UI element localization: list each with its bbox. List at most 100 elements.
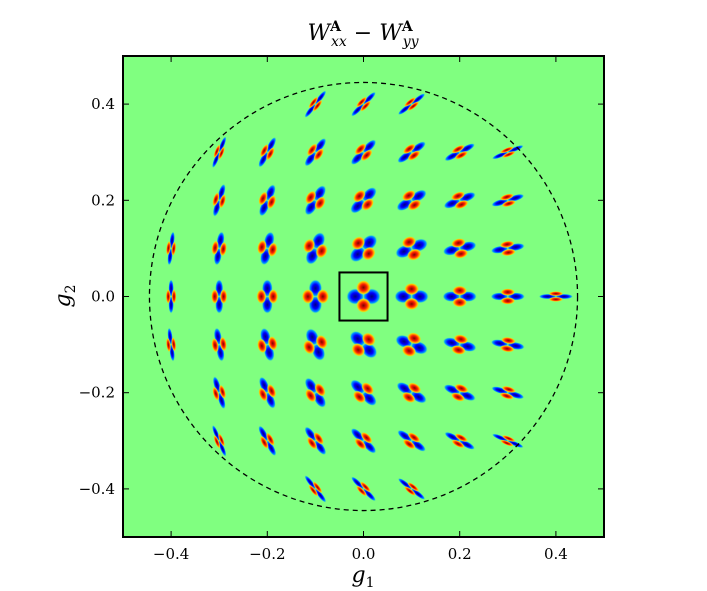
- positive-lobe: [401, 344, 417, 357]
- negative-lobe: [304, 103, 317, 118]
- filter-pattern: [256, 279, 279, 314]
- negative-lobe: [350, 379, 366, 395]
- negative-lobe: [350, 198, 366, 214]
- negative-lobe: [361, 234, 378, 251]
- negative-lobe: [211, 424, 221, 442]
- negative-lobe: [314, 439, 327, 456]
- y-tick-label: 0.4: [91, 95, 115, 113]
- filter-pattern: [351, 91, 376, 117]
- positive-lobe: [360, 149, 373, 162]
- positive-lobe: [453, 334, 469, 345]
- negative-lobe: [266, 136, 277, 154]
- positive-lobe: [402, 143, 416, 155]
- filter-pattern: [304, 426, 327, 456]
- negative-lobe: [361, 342, 378, 359]
- positive-lobe: [401, 189, 416, 202]
- filter-pattern: [490, 288, 526, 305]
- negative-lobe: [507, 144, 524, 154]
- positive-lobe: [361, 246, 376, 261]
- positive-lobe: [548, 291, 564, 297]
- negative-lobe: [458, 143, 476, 154]
- positive-lobe: [354, 438, 367, 450]
- positive-lobe: [452, 285, 468, 296]
- negative-lobe: [507, 391, 525, 400]
- positive-lobe: [361, 382, 375, 395]
- negative-lobe: [361, 391, 377, 406]
- negative-lobe: [211, 151, 221, 169]
- positive-lobe: [219, 289, 228, 304]
- positive-lobe: [451, 238, 466, 248]
- positive-lobe: [501, 336, 516, 345]
- filter-pattern: [258, 184, 277, 217]
- positive-lobe: [451, 144, 465, 154]
- positive-lobe: [501, 435, 516, 442]
- positive-lobe: [406, 248, 422, 261]
- filter-pattern: [490, 240, 525, 257]
- filter-pattern: [258, 425, 277, 457]
- negative-lobe: [507, 193, 525, 202]
- filter-pattern: [443, 383, 476, 402]
- positive-lobe: [499, 439, 514, 447]
- negative-lobe: [212, 376, 221, 394]
- negative-lobe: [349, 330, 366, 347]
- y-tick-label: −0.2: [79, 384, 115, 402]
- filter-pattern: [397, 429, 426, 452]
- positive-lobe: [313, 148, 324, 162]
- negative-lobe: [218, 136, 227, 153]
- negative-lobe: [314, 137, 327, 154]
- positive-lobe: [360, 431, 373, 444]
- filter-pattern: [442, 285, 477, 308]
- positive-lobe: [407, 382, 422, 394]
- negative-lobe: [217, 391, 226, 410]
- filter-pattern: [397, 141, 426, 164]
- positive-lobe: [401, 391, 416, 404]
- negative-lobe: [410, 439, 426, 452]
- filter-pattern: [395, 332, 428, 357]
- positive-lobe: [314, 382, 326, 397]
- positive-lobe: [303, 339, 316, 355]
- filter-pattern: [396, 381, 427, 404]
- positive-lobe: [401, 236, 417, 249]
- positive-lobe: [356, 298, 371, 313]
- positive-lobe: [305, 388, 317, 403]
- positive-lobe: [499, 193, 515, 201]
- filter-pattern: [397, 93, 426, 116]
- positive-lobe: [219, 336, 227, 352]
- filter-pattern: [304, 137, 327, 167]
- negative-lobe: [304, 426, 317, 442]
- y-axis-label: g2: [51, 284, 79, 307]
- positive-lobe: [499, 146, 514, 154]
- negative-lobe: [444, 431, 461, 443]
- positive-lobe: [305, 190, 317, 205]
- positive-lobe: [315, 243, 328, 259]
- negative-lobe: [410, 488, 426, 500]
- positive-lobe: [308, 96, 319, 109]
- filter-pattern: [212, 376, 227, 410]
- positive-lobe: [355, 96, 368, 108]
- filter-pattern: [350, 187, 377, 214]
- positive-lobe: [407, 432, 421, 443]
- filter-pattern: [211, 327, 227, 362]
- filter-pattern: [349, 234, 378, 263]
- negative-lobe: [314, 488, 327, 503]
- negative-lobe: [304, 151, 317, 167]
- filter-pattern: [395, 236, 428, 261]
- positive-lobe: [354, 143, 367, 155]
- positive-lobe: [213, 144, 221, 159]
- filter-pattern: [442, 334, 477, 355]
- positive-lobe: [312, 481, 323, 494]
- positive-lobe: [352, 390, 366, 404]
- positive-lobe: [218, 432, 225, 447]
- positive-lobe: [454, 150, 469, 160]
- y-tick-label: 0.2: [91, 191, 115, 209]
- positive-lobe: [166, 240, 171, 256]
- negative-lobe: [362, 91, 376, 105]
- negative-lobe: [362, 488, 376, 502]
- positive-lobe: [171, 289, 177, 304]
- negative-lobe: [491, 198, 509, 207]
- boundary-circle: [148, 81, 579, 512]
- positive-lobe: [166, 337, 171, 353]
- filter-pattern: [397, 477, 426, 500]
- positive-lobe: [501, 200, 517, 208]
